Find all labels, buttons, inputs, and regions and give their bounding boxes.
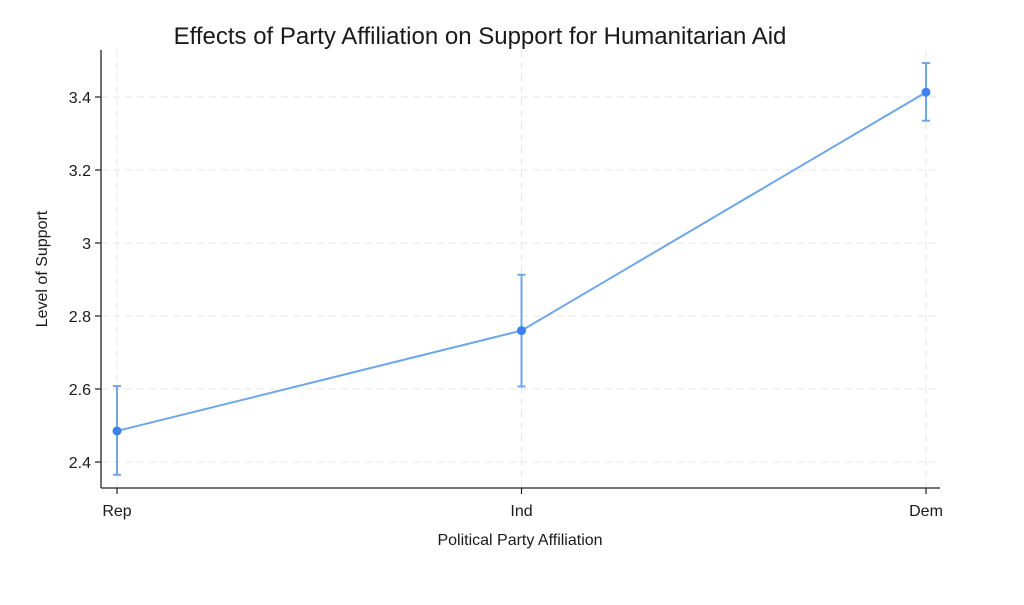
- x-tick-label-dem: Dem: [909, 503, 943, 520]
- chart-title: Effects of Party Affiliation on Support …: [174, 23, 787, 50]
- y-tick-label: 3: [82, 236, 91, 253]
- x-axis-label: Political Party Affiliation: [437, 532, 602, 549]
- grid: [101, 50, 940, 488]
- data-point-ind: [517, 326, 526, 336]
- x-tick-label-ind: Ind: [510, 503, 532, 520]
- x-tick-label-rep: Rep: [102, 503, 131, 520]
- y-tick-label: 3.2: [69, 163, 91, 180]
- tick-labels: 2.4 2.6 2.8 3 3.2 3.4 Rep Ind Dem: [69, 90, 943, 520]
- data-point-dem: [921, 87, 931, 97]
- y-tick-label: 3.4: [69, 90, 91, 107]
- series: [112, 62, 931, 476]
- y-tick-label: 2.8: [69, 309, 91, 326]
- y-axis-label: Level of Support: [34, 210, 51, 327]
- y-tick-label: 2.6: [69, 382, 91, 399]
- y-tick-label: 2.4: [69, 455, 91, 472]
- axes: [95, 50, 940, 494]
- data-point-rep: [112, 426, 122, 436]
